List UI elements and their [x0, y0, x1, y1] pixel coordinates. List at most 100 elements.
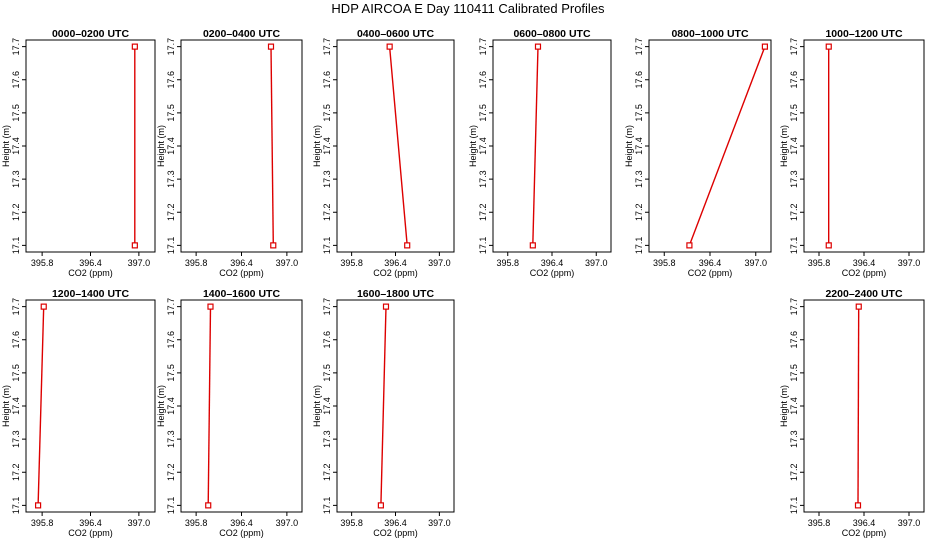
x-tick-label: 395.8	[31, 518, 54, 528]
y-tick-label: 17.7	[634, 38, 644, 56]
plot-frame	[25, 39, 156, 253]
data-point	[386, 43, 393, 50]
profile-line	[388, 46, 408, 246]
y-tick-label: 17.3	[789, 430, 799, 448]
y-tick-label: 17.4	[634, 137, 644, 155]
x-tick-label: 397.0	[428, 258, 451, 268]
data-point	[34, 502, 42, 509]
panel: 2200–2400 UTC 395.8 396.4 397.0 17.1 17.2 17.3…	[779, 288, 925, 538]
y-tick-label: 17.6	[11, 71, 21, 89]
panel-title: 1200–1400 UTC	[52, 288, 129, 300]
panel: 0200–0400 UTC 395.8 396.4 397.0 17.1 17.2 17.3…	[156, 28, 303, 278]
data-point	[377, 502, 384, 509]
x-tick-label: 395.8	[31, 258, 54, 268]
y-tick-label: 17.7	[789, 298, 799, 316]
x-tick-label: 395.8	[496, 258, 519, 268]
plot-frame	[25, 299, 156, 513]
x-axis-label: CO2 (ppm)	[68, 268, 113, 278]
y-tick-label: 17.5	[11, 364, 21, 382]
plot-frame	[336, 299, 455, 513]
data-point	[534, 43, 542, 50]
y-tick-label: 17.7	[166, 298, 176, 316]
x-tick-label: 395.8	[340, 258, 363, 268]
y-tick-label: 17.5	[634, 104, 644, 122]
y-tick-label: 17.3	[322, 170, 332, 188]
y-tick-label: 17.5	[322, 364, 332, 382]
panel: 0600–0800 UTC 395.8 396.4 397.0 17.1 17.2 17.3…	[468, 28, 612, 278]
plot-frame	[648, 39, 772, 253]
panel-title: 0600–0800 UTC	[513, 28, 590, 40]
data-point	[825, 43, 832, 50]
y-tick-label: 17.5	[789, 364, 799, 382]
profile-line	[688, 46, 766, 246]
x-tick-label: 396.4	[230, 258, 253, 268]
y-tick-label: 17.3	[11, 430, 21, 448]
panel: 1200–1400 UTC 395.8 396.4 397.0 17.1 17.2 17.3…	[1, 288, 156, 538]
y-tick-label: 17.2	[322, 463, 332, 481]
x-tick-label: 396.4	[79, 518, 102, 528]
y-tick-label: 17.4	[11, 397, 21, 415]
y-tick-label: 17.3	[166, 170, 176, 188]
y-tick-label: 17.1	[11, 237, 21, 255]
x-axis-label: CO2 (ppm)	[373, 268, 418, 278]
panel: 1400–1600 UTC 395.8 396.4 397.0 17.1 17.2 17.3…	[156, 288, 303, 538]
data-point	[267, 43, 275, 50]
y-tick-label: 17.3	[634, 170, 644, 188]
plot-frame	[180, 39, 303, 253]
panel: 1000–1200 UTC 395.8 396.4 397.0 17.1 17.2 17.3…	[779, 28, 925, 278]
y-tick-label: 17.5	[166, 364, 176, 382]
y-tick-label: 17.2	[634, 203, 644, 221]
y-tick-label: 17.1	[789, 237, 799, 255]
x-tick-label: 396.4	[853, 518, 876, 528]
x-tick-label: 397.0	[585, 258, 608, 268]
y-tick-label: 17.6	[166, 331, 176, 349]
x-axis-label: CO2 (ppm)	[842, 528, 887, 538]
y-tick-label: 17.1	[11, 497, 21, 515]
y-tick-label: 17.7	[322, 298, 332, 316]
profile-line	[37, 306, 45, 506]
y-tick-label: 17.1	[166, 237, 176, 255]
x-tick-label: 395.8	[185, 518, 208, 528]
y-tick-label: 17.2	[478, 203, 488, 221]
data-point	[207, 303, 214, 310]
y-tick-label: 17.6	[789, 71, 799, 89]
panel-title: 0200–0400 UTC	[203, 28, 280, 40]
y-axis-label: Height (m)	[468, 125, 478, 167]
panel-title: 1000–1200 UTC	[825, 28, 902, 40]
panel-title: 0800–1000 UTC	[671, 28, 748, 40]
y-tick-label: 17.1	[166, 497, 176, 515]
panel-title: 1400–1600 UTC	[203, 288, 280, 300]
x-tick-label: 395.8	[185, 258, 208, 268]
panel: 0800–1000 UTC 395.8 396.4 397.0 17.1 17.2 17.3…	[624, 28, 772, 278]
y-tick-label: 17.7	[478, 38, 488, 56]
y-tick-label: 17.2	[11, 463, 21, 481]
profile-line	[270, 46, 274, 246]
y-tick-label: 17.5	[322, 104, 332, 122]
x-tick-label: 395.8	[808, 258, 831, 268]
y-tick-label: 17.6	[789, 331, 799, 349]
x-tick-label: 397.0	[276, 258, 299, 268]
data-point	[40, 303, 47, 310]
figure-title: HDP AIRCOA E Day 110411 Calibrated Profi…	[331, 1, 605, 16]
y-tick-label: 17.5	[166, 104, 176, 122]
y-tick-label: 17.7	[166, 38, 176, 56]
profile-line	[857, 306, 860, 506]
x-tick-label: 396.4	[230, 518, 253, 528]
y-tick-label: 17.7	[322, 38, 332, 56]
y-tick-label: 17.2	[789, 203, 799, 221]
panel: 1600–1800 UTC 395.8 396.4 397.0 17.1 17.2 17.3…	[312, 288, 455, 538]
x-tick-label: 395.8	[808, 518, 831, 528]
y-axis-label: Height (m)	[779, 385, 789, 427]
panel-title: 0000–0200 UTC	[52, 28, 129, 40]
data-point	[205, 502, 212, 509]
plot-frame	[180, 299, 303, 513]
y-tick-label: 17.3	[789, 170, 799, 188]
data-point	[686, 242, 693, 249]
y-tick-label: 17.1	[634, 237, 644, 255]
plot-frame	[803, 299, 925, 513]
y-tick-label: 17.6	[634, 71, 644, 89]
y-tick-label: 17.3	[11, 170, 21, 188]
y-axis-label: Height (m)	[156, 125, 166, 167]
x-tick-label: 397.0	[128, 258, 151, 268]
